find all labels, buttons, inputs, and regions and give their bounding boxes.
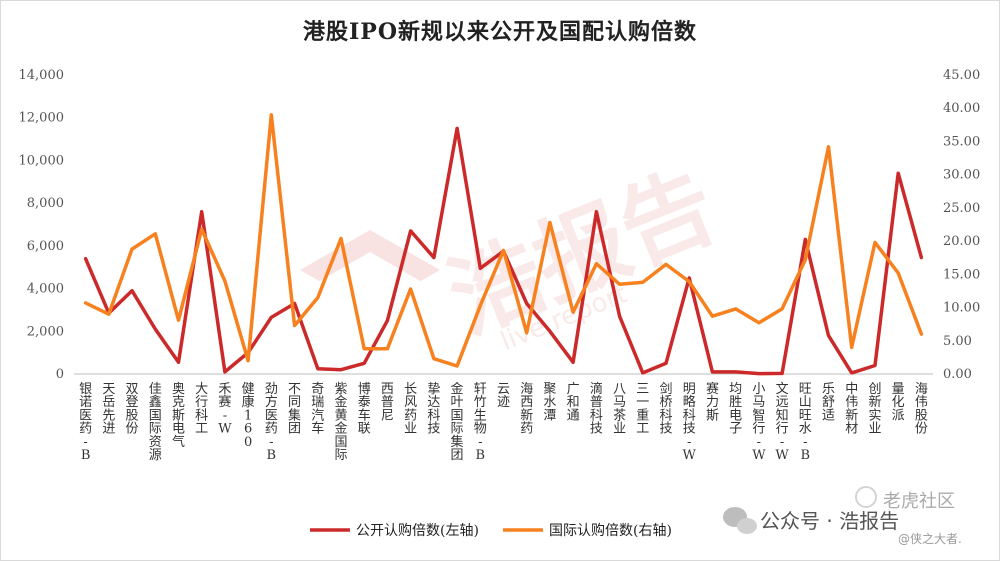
x-tick-label: 海伟股份 <box>915 382 928 437</box>
x-tick-label: 剑桥科技 <box>660 381 673 437</box>
x-tick-label: 赛力斯 <box>706 381 719 423</box>
x-tick-label: 旺山旺水-B <box>799 382 812 463</box>
left-tick-label: 2,000 <box>27 324 64 339</box>
x-tick-label: 博泰车联 <box>358 382 371 437</box>
x-tick-label: 小马智行-W <box>752 382 766 463</box>
x-tick-label: 文远知行-W <box>775 382 789 463</box>
x-tick-label: 八马茶业 <box>613 382 626 437</box>
legend: 公开认购倍数(左轴) 国际认购倍数(右轴) <box>310 523 672 539</box>
right-tick-label: 35.00 <box>943 134 980 149</box>
x-tick-label: 中伟新材 <box>845 382 858 437</box>
series-group <box>83 113 924 376</box>
x-tick-label: 长风药业 <box>404 382 417 437</box>
chart-title: 港股IPO新规以来公开及国配认购倍数 <box>303 19 697 45</box>
left-tick-label: 6,000 <box>27 239 64 254</box>
left-tick-label: 0 <box>56 367 64 382</box>
right-tick-label: 20.00 <box>943 234 980 249</box>
x-tick-label: 银诺医药-B <box>79 382 92 463</box>
x-tick-label: 海西新药 <box>520 382 533 437</box>
x-tick-label: 挚达科技 <box>427 382 440 437</box>
x-tick-label: 三一重工 <box>636 382 649 437</box>
x-tick-label: 滴普科技 <box>590 381 603 437</box>
x-tick-label: 双登股份 <box>126 382 139 437</box>
x-tick-label: 劲方医药-B <box>265 382 278 463</box>
right-tick-label: 25.00 <box>943 201 980 216</box>
right-tick-label: 45.00 <box>943 68 980 83</box>
community-watermark: 老虎社区 <box>883 491 955 512</box>
right-axis-ticks: 0.00 5.00 10.00 15.00 20.00 25.00 30.00 35.00 40… <box>943 68 980 382</box>
x-tick-label: 云迹 <box>497 382 510 410</box>
x-tick-label: 金叶国际集团 <box>451 381 464 463</box>
right-tick-label: 5.00 <box>943 334 972 349</box>
x-tick-label: 禾赛-W <box>218 382 232 437</box>
right-tick-label: 0.00 <box>943 367 972 382</box>
left-tick-label: 10,000 <box>19 153 65 168</box>
x-tick-label: 西普尼 <box>381 382 394 423</box>
wechat-icon <box>723 507 757 534</box>
wechat-watermark: 公众号 · 浩报告 <box>760 509 900 533</box>
x-tick-label: 广和通 <box>567 382 580 423</box>
right-tick-label: 15.00 <box>943 267 980 282</box>
left-tick-label: 12,000 <box>19 111 65 126</box>
x-tick-label: 聚水潭 <box>543 382 556 423</box>
x-tick-label: 奥克斯电气 <box>172 382 185 450</box>
x-tick-label: 创新实业 <box>868 382 881 437</box>
legend-label-public: 公开认购倍数(左轴) <box>356 523 479 539</box>
x-tick-label: 明略科技-W <box>683 382 697 463</box>
left-tick-label: 4,000 <box>27 282 64 297</box>
x-tick-label: 佳鑫国际资源 <box>149 382 162 463</box>
author-watermark: @侠之大者. <box>898 532 962 546</box>
community-icon <box>855 486 877 508</box>
x-tick-label: 轩竹生物-B <box>474 382 487 463</box>
x-tick-label: 奇瑞汽车 <box>311 381 324 437</box>
right-tick-label: 40.00 <box>943 101 980 116</box>
left-axis-ticks: 0 2,000 4,000 6,000 8,000 10,000 12,000 14,000 <box>19 68 65 382</box>
x-tick-label: 量化派 <box>892 382 905 423</box>
x-tick-label: 乐舒适 <box>822 382 835 423</box>
x-tick-label: 紫金黄金国际 <box>334 382 347 463</box>
x-tick-label: 不同集团 <box>288 382 301 437</box>
x-tick-label: 大行科工 <box>195 382 208 437</box>
x-tick-label: 天岳先进 <box>102 382 115 437</box>
left-tick-label: 14,000 <box>19 68 65 83</box>
x-tick-label: 均胜电子 <box>729 382 742 437</box>
right-tick-label: 30.00 <box>943 168 980 183</box>
right-tick-label: 10.00 <box>943 301 980 316</box>
legend-label-intl: 国际认购倍数(右轴) <box>549 523 672 539</box>
left-tick-label: 8,000 <box>27 196 64 211</box>
x-tick-label: 健康 1 6 0 <box>242 382 255 450</box>
